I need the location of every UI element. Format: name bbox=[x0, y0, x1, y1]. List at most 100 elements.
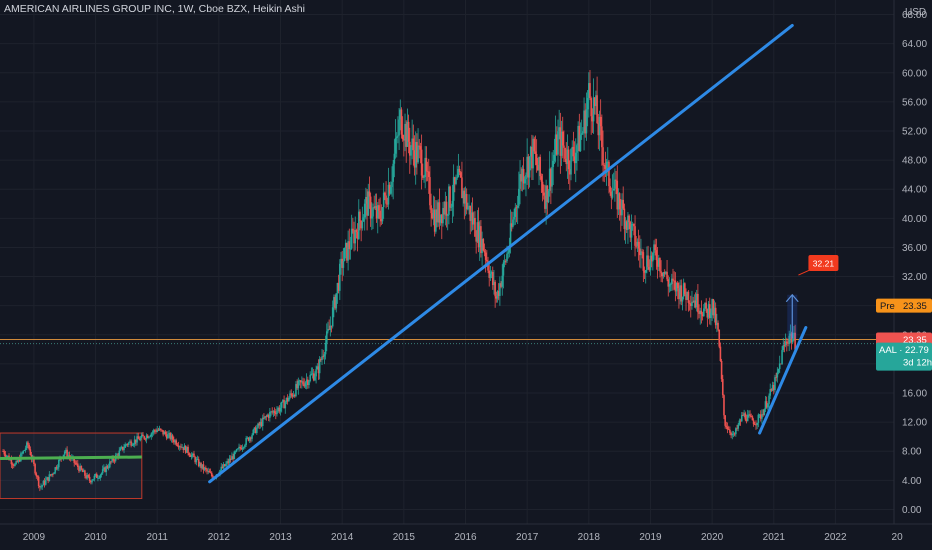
candle-body bbox=[451, 200, 454, 207]
candle-body bbox=[93, 475, 96, 480]
candle-body bbox=[273, 411, 276, 414]
candle-body bbox=[699, 310, 702, 314]
candle-body bbox=[176, 444, 179, 446]
x-tick-label: 2019 bbox=[639, 532, 662, 543]
x-tick-label: 20 bbox=[892, 532, 904, 543]
candle-body bbox=[407, 121, 410, 142]
candle-body bbox=[752, 420, 755, 425]
candle-body bbox=[625, 221, 628, 230]
candle-body bbox=[557, 131, 559, 155]
candle-body bbox=[579, 134, 582, 151]
candle-body bbox=[39, 486, 41, 488]
candle-body bbox=[559, 127, 562, 156]
candle-body bbox=[143, 436, 145, 439]
target-label: 32.21 bbox=[813, 259, 835, 269]
candle-body bbox=[42, 480, 45, 486]
candle-body bbox=[367, 191, 370, 216]
candle-body bbox=[309, 374, 311, 382]
candle-body bbox=[410, 147, 412, 156]
candle-body bbox=[106, 466, 109, 468]
candle-body bbox=[392, 163, 394, 182]
candle-body bbox=[520, 174, 523, 182]
candle-body bbox=[450, 206, 453, 208]
candle-body bbox=[279, 407, 282, 412]
candle-body bbox=[456, 177, 458, 179]
candle-body bbox=[53, 472, 55, 475]
candle-body bbox=[572, 146, 575, 157]
candle-body bbox=[35, 473, 38, 477]
candle-body bbox=[650, 255, 653, 262]
candle-body bbox=[758, 414, 761, 416]
candle-body bbox=[510, 223, 513, 227]
candle-body bbox=[119, 448, 122, 451]
candle-body bbox=[266, 415, 269, 417]
candle-body bbox=[628, 215, 630, 223]
candle-body bbox=[470, 212, 473, 221]
candle-body bbox=[346, 242, 348, 261]
candle-body bbox=[541, 181, 544, 193]
candle-body bbox=[561, 131, 564, 146]
candle-body bbox=[518, 188, 520, 206]
candle-body bbox=[359, 211, 361, 221]
candle-body bbox=[661, 272, 664, 277]
candle-body bbox=[519, 174, 521, 189]
candle-body bbox=[535, 153, 538, 165]
candle-body bbox=[786, 341, 788, 344]
candle-body bbox=[707, 304, 710, 318]
candle-body bbox=[711, 299, 713, 313]
candle-body bbox=[637, 241, 640, 249]
candle-body bbox=[781, 350, 783, 365]
candle-body bbox=[474, 217, 476, 237]
candle-body bbox=[233, 451, 236, 460]
candle-body bbox=[686, 291, 689, 300]
candle-body bbox=[739, 420, 742, 422]
candle-body bbox=[139, 437, 142, 441]
candle-body bbox=[174, 440, 176, 443]
candle-body bbox=[732, 433, 735, 435]
candle-body bbox=[142, 434, 144, 437]
candle-body bbox=[97, 477, 99, 479]
candle-body bbox=[373, 207, 375, 209]
candle-body bbox=[283, 399, 285, 409]
candle-body bbox=[177, 445, 180, 448]
candle-body bbox=[206, 469, 208, 472]
candle-body bbox=[43, 480, 46, 485]
candle-body bbox=[184, 445, 187, 453]
candle-body bbox=[50, 473, 53, 476]
candle-body bbox=[146, 435, 149, 438]
candle-body bbox=[554, 134, 557, 155]
candle-body bbox=[296, 384, 298, 389]
candle-body bbox=[253, 427, 256, 430]
candle-body bbox=[187, 446, 189, 454]
candle-body bbox=[220, 466, 223, 471]
candle-body bbox=[381, 207, 384, 222]
candle-body bbox=[743, 413, 745, 416]
candle-body bbox=[489, 273, 492, 278]
candle-body bbox=[646, 255, 648, 271]
candle-body bbox=[116, 454, 118, 456]
candle-body bbox=[44, 479, 47, 485]
candle-body bbox=[330, 325, 333, 327]
candle-body bbox=[648, 266, 651, 271]
candle-body bbox=[599, 116, 602, 127]
candle-body bbox=[588, 83, 590, 98]
candle-body bbox=[248, 437, 251, 441]
candle-body bbox=[598, 116, 601, 136]
y-tick-label: 52.00 bbox=[902, 127, 927, 138]
x-tick-label: 2018 bbox=[578, 532, 601, 543]
candle-body bbox=[746, 414, 749, 422]
candle-body bbox=[29, 449, 32, 456]
candle-body bbox=[780, 363, 782, 365]
candle-body bbox=[620, 209, 622, 216]
candle-body bbox=[305, 379, 308, 383]
candle-body bbox=[500, 283, 502, 287]
candle-body bbox=[602, 147, 604, 165]
candle-body bbox=[560, 131, 563, 156]
candle-body bbox=[705, 302, 707, 309]
candle-body bbox=[196, 459, 199, 460]
y-tick-label: 40.00 bbox=[902, 214, 927, 225]
candle-body bbox=[612, 188, 615, 191]
candle-body bbox=[394, 137, 397, 154]
